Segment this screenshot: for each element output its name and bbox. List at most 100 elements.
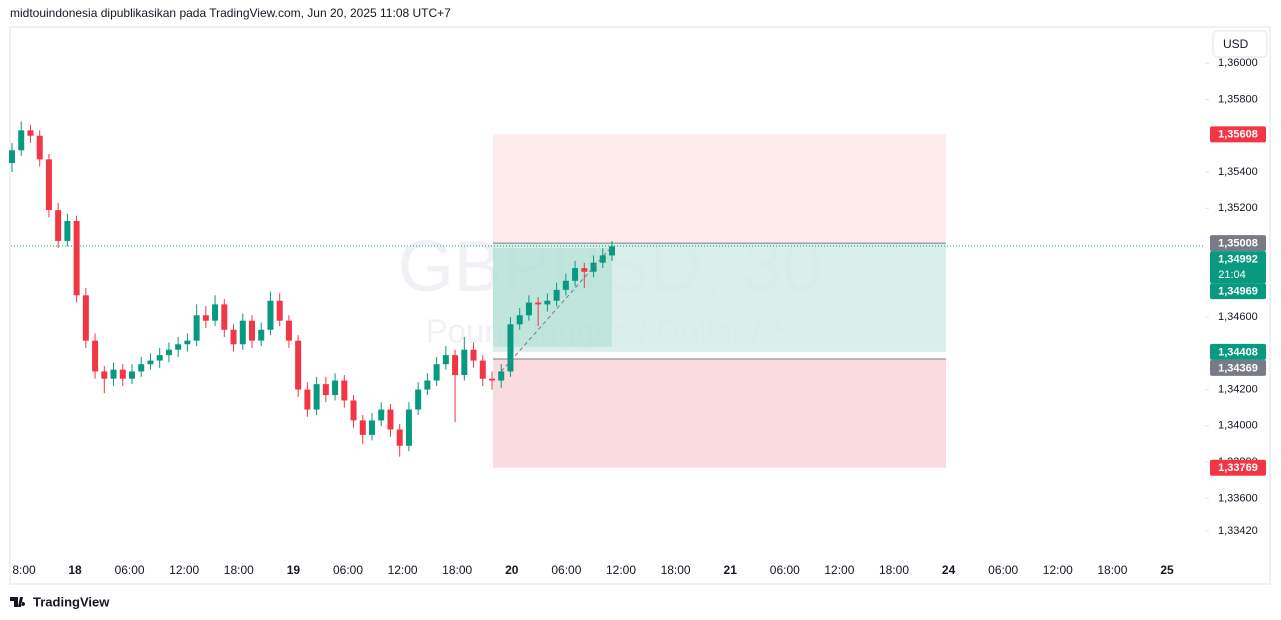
- candle-body: [470, 349, 477, 361]
- candle-body: [193, 315, 200, 341]
- candle-body: [276, 300, 283, 321]
- candle-body: [599, 255, 606, 263]
- header: midtouindonesia dipublikasikan pada Trad…: [10, 6, 451, 20]
- y-tick-label: 1,35800: [1218, 93, 1258, 105]
- y-tick-label: 1,35200: [1218, 202, 1258, 214]
- candle-body: [378, 409, 385, 421]
- candle-body: [175, 344, 182, 350]
- x-tick-label: 20: [505, 563, 519, 577]
- price-label-text: 1,34992: [1218, 254, 1258, 266]
- candle-body: [92, 340, 99, 372]
- candle-body: [73, 220, 80, 296]
- x-tick-label: 12:00: [606, 563, 636, 577]
- price-label: [1210, 359, 1266, 376]
- price-label-text: 1,34969: [1218, 286, 1258, 298]
- price-label: [1210, 251, 1266, 284]
- candle-body: [489, 378, 495, 381]
- candle-body: [45, 159, 52, 211]
- y-tick-label: 1,36000: [1218, 57, 1258, 69]
- price-label: [1210, 126, 1266, 143]
- candle-body: [304, 389, 311, 410]
- candle-body: [461, 349, 468, 376]
- price-label-text: 1,35008: [1218, 238, 1258, 250]
- x-tick-label: 18:00: [1097, 563, 1127, 577]
- candle-body: [267, 300, 274, 330]
- price-label: [1210, 283, 1266, 300]
- currency-label[interactable]: USD: [1223, 37, 1249, 51]
- x-tick-label: 12:00: [824, 563, 854, 577]
- candle-body: [249, 320, 255, 341]
- candle-body: [258, 329, 265, 341]
- x-tick-label: 18:00: [224, 563, 254, 577]
- candle-body: [350, 400, 357, 421]
- candle-body: [239, 320, 246, 345]
- candle-body: [507, 324, 514, 372]
- candle-body: [202, 315, 209, 321]
- candle-body: [341, 380, 348, 401]
- x-tick-label: 18:00: [661, 563, 691, 577]
- candle-body: [498, 371, 505, 381]
- candle-body: [424, 380, 431, 390]
- x-tick-label: 12:00: [169, 563, 199, 577]
- candle-body: [313, 384, 320, 410]
- candle-body: [221, 304, 228, 330]
- candle-body: [138, 364, 145, 372]
- candle-body: [230, 329, 237, 345]
- candle-body: [553, 289, 560, 301]
- candle-body: [572, 268, 579, 281]
- position-zone: [493, 243, 946, 352]
- y-tick-label: 1,33600: [1218, 492, 1258, 504]
- candle-body: [110, 369, 117, 379]
- position-zone: [493, 358, 946, 468]
- price-label: [1210, 343, 1266, 360]
- x-tick-label: 8:00: [12, 563, 36, 577]
- candle-body: [332, 380, 339, 396]
- candle-body: [562, 280, 569, 290]
- candle-body: [525, 302, 532, 316]
- x-tick-label: 06:00: [115, 563, 145, 577]
- price-label-text: 1,35608: [1218, 129, 1258, 141]
- countdown: 21:04: [1218, 269, 1246, 281]
- candle-body: [442, 355, 449, 365]
- price-label: [1210, 235, 1266, 252]
- candle-body: [165, 349, 172, 356]
- candle-body: [581, 268, 588, 272]
- candle-body: [369, 420, 375, 435]
- plot: GBPUSD, 30Pound Inggris / Dollar AS1,360…: [9, 57, 1266, 577]
- candle-body: [295, 340, 302, 390]
- candle-body: [433, 364, 440, 381]
- currency-button[interactable]: [1212, 30, 1268, 58]
- candle-body: [18, 130, 25, 151]
- candle-body: [285, 320, 292, 341]
- candle-body: [544, 300, 551, 305]
- y-tick-label: 1,33420: [1218, 525, 1258, 537]
- candle-body: [82, 295, 89, 341]
- candle-body: [184, 340, 191, 345]
- candle-body: [212, 304, 219, 321]
- candle-body: [359, 420, 366, 435]
- x-tick-label: 12:00: [1043, 563, 1073, 577]
- candle-body: [64, 220, 71, 241]
- candle-body: [516, 315, 523, 325]
- x-tick-label: 06:00: [551, 563, 581, 577]
- price-label: [1210, 459, 1266, 476]
- candle-body: [156, 355, 163, 361]
- price-label-text: 1,34369: [1218, 362, 1258, 374]
- x-tick-label: 21: [724, 563, 738, 577]
- candle-body: [101, 371, 108, 379]
- x-tick-label: 18:00: [442, 563, 472, 577]
- x-tick-label: 06:00: [333, 563, 363, 577]
- x-tick-label: 24: [942, 563, 956, 577]
- candle-body: [590, 262, 597, 272]
- x-tick-label: 19: [287, 563, 301, 577]
- candle-body: [36, 135, 43, 160]
- price-label-text: 1,34408: [1218, 346, 1258, 358]
- x-tick-label: 25: [1160, 563, 1174, 577]
- x-tick-label: 18:00: [879, 563, 909, 577]
- candle-body: [55, 210, 62, 241]
- candle-body: [322, 384, 329, 396]
- candle-body: [405, 409, 412, 446]
- y-tick-label: 1,34600: [1218, 311, 1258, 323]
